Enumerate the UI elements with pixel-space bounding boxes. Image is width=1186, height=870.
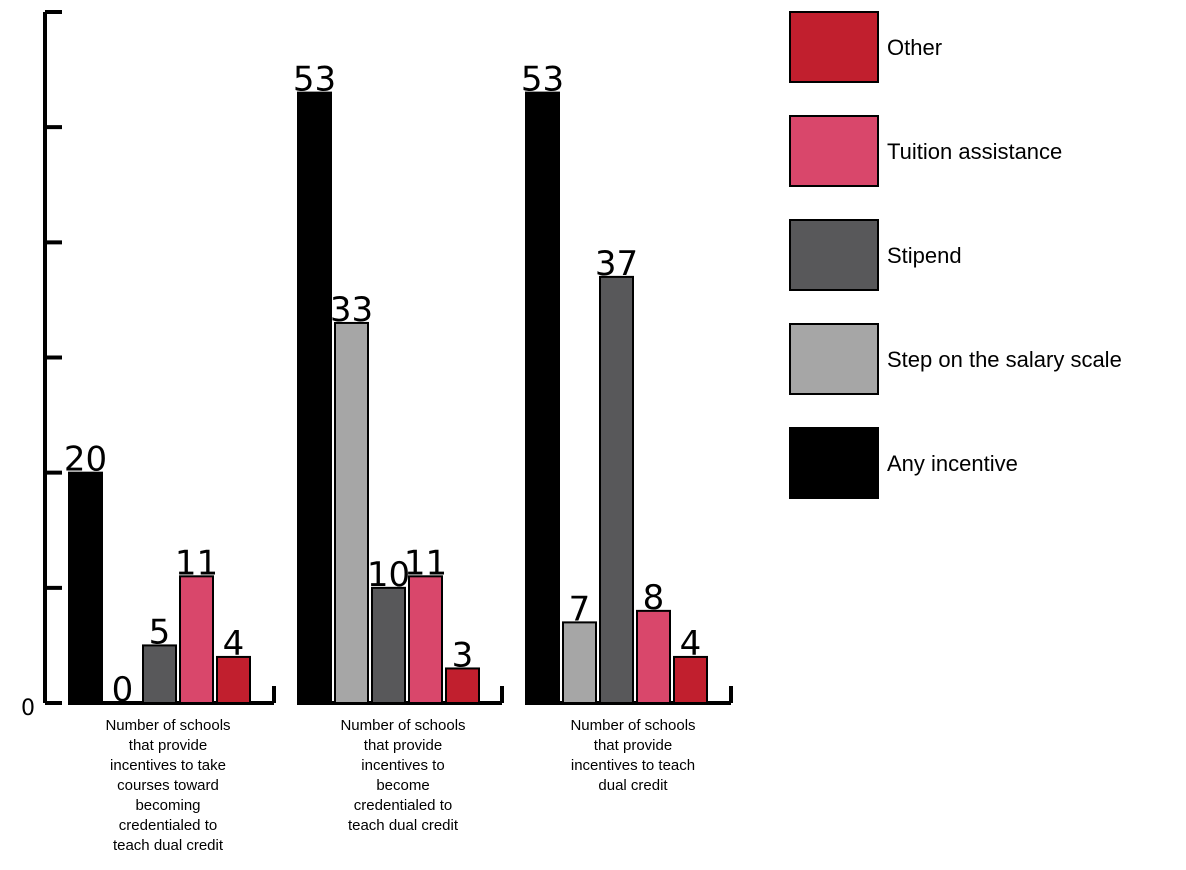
bar-value-label: 3 — [452, 635, 474, 675]
bar-value-label: 53 — [293, 60, 336, 100]
bar — [142, 644, 177, 705]
y-tick-label: 0 — [21, 696, 35, 721]
bar — [599, 275, 634, 704]
bar-value-label: 33 — [330, 290, 373, 330]
bar-value-label: 5 — [149, 612, 171, 652]
bar-value-label: 53 — [521, 60, 564, 100]
bar-value-label: 4 — [680, 624, 702, 664]
legend-label: Tuition assistance — [887, 139, 1062, 164]
bar — [297, 91, 332, 705]
bar — [525, 91, 560, 705]
legend-swatch — [789, 115, 879, 187]
bar — [371, 586, 406, 704]
bar-value-label: 7 — [569, 589, 591, 629]
bar — [216, 655, 251, 705]
category-label: Number of schools that provide incentives … — [570, 717, 695, 794]
legend-swatch — [789, 219, 879, 291]
bar — [636, 609, 671, 704]
bar — [68, 471, 103, 704]
legend-label: Stipend — [887, 243, 962, 268]
category-label: Number of schools that provide incentives … — [105, 717, 230, 854]
legend-swatch — [789, 427, 879, 499]
bar-value-label: 0 — [112, 670, 134, 710]
bar-value-label: 37 — [595, 244, 638, 284]
bar — [445, 667, 480, 705]
legend-label: Other — [887, 35, 942, 60]
bar-value-label: 20 — [64, 440, 107, 480]
legend: Other Tuition assistance Stipend Step on th… — [789, 11, 1122, 499]
bar — [562, 621, 597, 705]
bar-value-label: 10 — [367, 555, 410, 595]
legend-label: Step on the salary scale — [887, 347, 1122, 372]
legend-label: Any incentive — [887, 451, 1018, 476]
bar — [408, 575, 443, 704]
bar-value-label: 11 — [175, 543, 218, 583]
category-labels: Number of schools that provide incentives … — [105, 717, 695, 854]
category-label: Number of schools that provide incentives … — [340, 717, 465, 834]
bar — [673, 655, 708, 705]
bar-value-label: 11 — [404, 543, 447, 583]
legend-swatch — [789, 323, 879, 395]
bar — [179, 575, 214, 704]
bar — [334, 321, 369, 704]
bar-value-label: 8 — [643, 578, 665, 618]
bar-value-label: 4 — [223, 624, 245, 664]
legend-swatch — [789, 11, 879, 83]
